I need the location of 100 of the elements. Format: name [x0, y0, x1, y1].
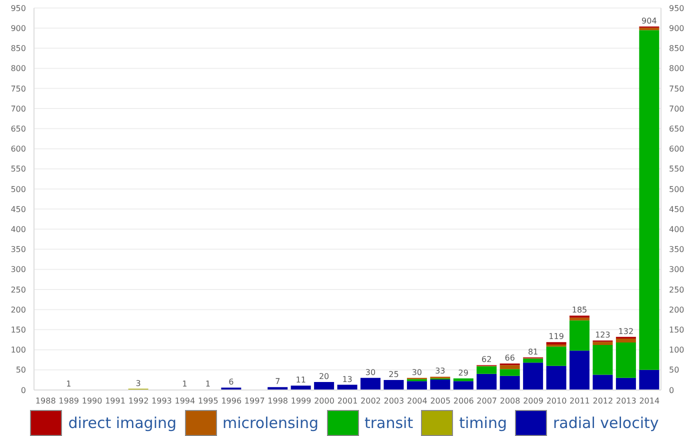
bar: [453, 381, 474, 390]
y2-tick-label: 300: [669, 265, 684, 274]
x-tick-label: 1995: [198, 396, 218, 406]
legend-label: radial velocity: [552, 414, 659, 432]
y2-tick-label: 900: [669, 24, 684, 33]
x-tick-label: 1992: [128, 396, 149, 406]
total-label: 62: [482, 355, 492, 364]
total-label: 7: [275, 377, 280, 386]
x-tick-label: 1991: [105, 396, 126, 406]
bar: [523, 362, 544, 390]
x-tick-label: 2008: [500, 396, 520, 406]
y-tick-label: 150: [10, 326, 26, 335]
bar: [500, 369, 520, 376]
y2-tick-label: 650: [669, 124, 684, 134]
y-tick-label: 700: [10, 104, 26, 114]
total-label: 6: [228, 378, 234, 387]
total-label: 119: [548, 332, 564, 342]
y-tick-label: 300: [10, 265, 26, 274]
bar: [314, 382, 334, 390]
bar: [546, 346, 566, 366]
y-tick-label: 400: [10, 225, 26, 234]
x-tick-label: 1994: [174, 396, 196, 406]
total-label: 20: [318, 372, 330, 381]
bar: [500, 376, 520, 390]
x-tick-label: 1999: [290, 396, 312, 406]
total-label: 904: [642, 16, 657, 26]
y2-tick-label: 150: [669, 326, 684, 335]
total-label: 132: [618, 326, 634, 336]
y2-tick-label: 250: [669, 285, 684, 294]
y2-tick-label: 0: [669, 386, 674, 395]
x-tick-label: 1996: [221, 396, 242, 406]
total-label: 30: [365, 368, 376, 377]
legend-label: microlensing: [222, 414, 318, 432]
bar: [639, 370, 660, 390]
bar: [570, 318, 590, 320]
y2-tick-label: 750: [669, 84, 684, 94]
total-label: 81: [528, 347, 538, 356]
bar: [639, 28, 660, 30]
bar: [360, 378, 381, 390]
x-tick-label: 2007: [476, 396, 498, 406]
bar: [546, 366, 566, 390]
bar: [384, 380, 404, 390]
y-tick-label: 800: [10, 64, 26, 74]
total-label: 29: [458, 368, 468, 378]
y2-tick-label: 50: [669, 366, 680, 375]
total-label: 185: [572, 306, 588, 315]
y2-tick-label: 850: [669, 44, 684, 54]
x-tick-label: 2003: [384, 396, 404, 406]
x-tick-label: 2002: [360, 396, 381, 406]
total-label: 123: [595, 330, 610, 340]
x-tick-label: 2006: [453, 396, 474, 406]
total-label: 11: [296, 376, 306, 385]
bar: [616, 338, 636, 343]
legend-label: timing: [459, 414, 507, 432]
y-tick-label: 350: [10, 245, 26, 254]
x-tick-label: 2001: [337, 396, 358, 406]
x-tick-label: 2010: [546, 396, 567, 406]
y-tick-label: 900: [10, 24, 26, 33]
y-tick-label: 500: [10, 184, 26, 194]
bar: [570, 320, 590, 351]
y-tick-label: 450: [10, 204, 26, 214]
y2-tick-label: 700: [669, 104, 684, 114]
bar: [616, 378, 636, 390]
y-tick-label: 100: [10, 346, 26, 355]
y-tick-label: 550: [10, 164, 26, 174]
bar: [290, 386, 311, 390]
y-tick-label: 950: [10, 4, 26, 13]
legend-label: direct imaging: [68, 414, 177, 432]
y2-tick-label: 450: [669, 204, 684, 214]
x-tick-label: 2004: [406, 396, 428, 406]
total-label: 30: [412, 368, 422, 377]
x-tick-label: 1990: [82, 396, 102, 406]
x-tick-label: 2000: [314, 396, 334, 406]
y-tick-label: 250: [10, 285, 26, 294]
y2-tick-label: 600: [669, 144, 684, 154]
bar: [616, 342, 636, 378]
bar: [570, 350, 590, 390]
bar: [406, 381, 427, 390]
total-label: 1: [66, 380, 72, 389]
y2-tick-label: 500: [669, 184, 684, 194]
x-tick-label: 1993: [152, 396, 172, 406]
bar: [546, 342, 566, 345]
x-tick-label: 2005: [430, 396, 451, 406]
bar: [523, 358, 544, 363]
bar: [476, 366, 497, 374]
total-label: 33: [435, 366, 446, 376]
y-tick-label: 600: [10, 144, 26, 154]
bar: [639, 30, 660, 370]
x-tick-label: 1997: [244, 396, 265, 406]
y-tick-label: 0: [20, 386, 26, 395]
x-tick-label: 1989: [58, 396, 80, 406]
y-tick-label: 200: [10, 305, 26, 314]
bar: [592, 374, 613, 390]
x-tick-label: 2009: [523, 396, 544, 406]
y2-tick-label: 400: [669, 225, 684, 234]
bar: [592, 342, 613, 345]
bar: [500, 365, 520, 370]
bar: [430, 380, 450, 390]
y-tick-label: 50: [16, 366, 26, 375]
x-tick-label: 2011: [570, 396, 590, 406]
